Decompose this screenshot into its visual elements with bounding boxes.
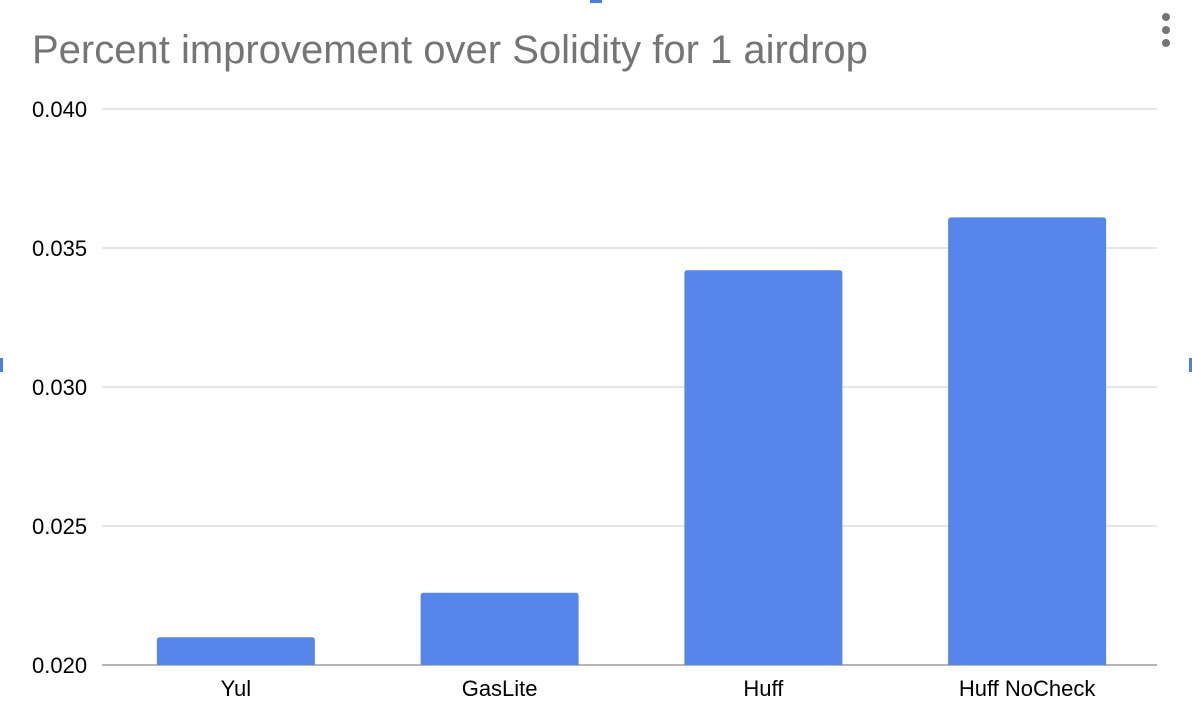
menu-dot <box>1162 26 1170 34</box>
y-tick-label: 0.020 <box>32 653 87 678</box>
bar-yul[interactable] <box>156 637 315 665</box>
bar-huff-nocheck[interactable] <box>948 217 1107 666</box>
bar-gaslite[interactable] <box>420 592 579 665</box>
selection-handle-right[interactable] <box>1189 358 1192 372</box>
chart-title: Percent improvement over Solidity for 1 … <box>32 28 868 72</box>
x-tick-label: Huff NoCheck <box>959 676 1097 701</box>
selection-handle-top[interactable] <box>590 0 602 3</box>
x-tick-label: Huff <box>743 676 784 701</box>
chart-menu-button[interactable] <box>1152 10 1180 50</box>
selection-handle-left[interactable] <box>0 358 3 372</box>
x-tick-label: Yul <box>221 676 252 701</box>
menu-dot <box>1162 39 1170 47</box>
y-tick-label: 0.025 <box>32 514 87 539</box>
y-tick-label: 0.035 <box>32 236 87 261</box>
x-tick-label: GasLite <box>462 676 538 701</box>
y-tick-label: 0.040 <box>32 97 87 122</box>
bar-huff[interactable] <box>684 270 843 665</box>
menu-dot <box>1162 13 1170 21</box>
y-tick-label: 0.030 <box>32 375 87 400</box>
